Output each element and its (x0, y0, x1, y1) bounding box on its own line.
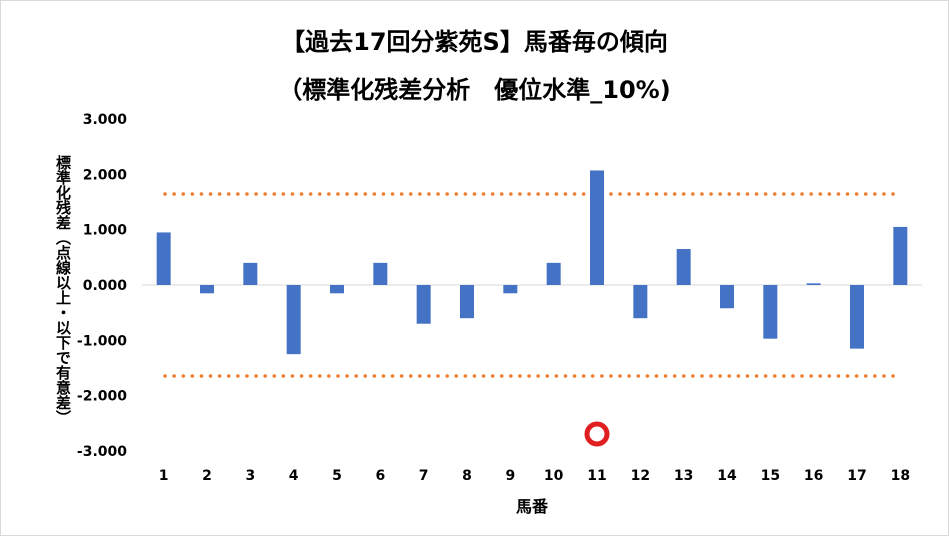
x-tick-label: 11 (587, 468, 606, 484)
y-axis-label: 標準化残差 （点線以上・以下で有意差） (14, 150, 74, 430)
x-tick-label: 10 (544, 468, 564, 484)
x-tick-label: 15 (761, 468, 780, 484)
bar (243, 262, 258, 285)
x-tick-label: 4 (289, 468, 299, 484)
bar (633, 285, 648, 319)
x-tick-label: 5 (332, 468, 342, 484)
chart-title: 【過去17回分紫苑S】馬番毎の傾向 (281, 28, 668, 56)
x-tick-label: 17 (847, 468, 866, 484)
y-tick-label: 2.000 (83, 167, 128, 183)
x-tick-label: 18 (891, 468, 910, 484)
bar (720, 285, 734, 309)
x-tick-label: 7 (419, 468, 429, 484)
x-tick-label: 16 (804, 468, 823, 484)
bar (460, 285, 474, 319)
bar (806, 283, 821, 285)
highlight-marker (584, 421, 610, 447)
y-tick-label: -2.000 (77, 389, 127, 405)
y-axis-label-line1: 標準化残差 (54, 155, 72, 230)
bar (850, 285, 864, 349)
bar (590, 170, 604, 285)
bar (373, 262, 388, 285)
x-tick-label: 13 (674, 468, 693, 484)
bar (893, 226, 908, 285)
x-tick-label: 2 (202, 468, 212, 484)
bar (503, 285, 518, 294)
x-axis-label: 馬番 (516, 497, 549, 516)
bar (546, 262, 561, 285)
x-tick-label: 8 (462, 468, 472, 484)
bar (416, 285, 431, 324)
x-tick-label: 14 (717, 468, 737, 484)
x-tick-label: 6 (375, 468, 385, 484)
y-tick-label: 1.000 (83, 223, 128, 239)
bar (156, 232, 171, 285)
x-tick-label: 1 (159, 468, 169, 484)
y-axis-label-line2: （点線以上・以下で有意差） (54, 230, 72, 425)
chart-subtitle: （標準化残差分析 優位水準_10%) (278, 76, 671, 104)
y-tick-label: -3.000 (77, 444, 127, 460)
bar (676, 249, 691, 285)
y-tick-label: 3.000 (83, 112, 128, 128)
y-tick-label: 0.000 (83, 278, 128, 294)
y-tick-label: -1.000 (77, 333, 127, 349)
bar (286, 285, 301, 355)
x-tick-label: 9 (505, 468, 515, 484)
bar (763, 285, 778, 339)
x-tick-label: 3 (245, 468, 255, 484)
bar (330, 285, 344, 294)
bar (200, 285, 214, 294)
x-tick-label: 12 (631, 468, 650, 484)
